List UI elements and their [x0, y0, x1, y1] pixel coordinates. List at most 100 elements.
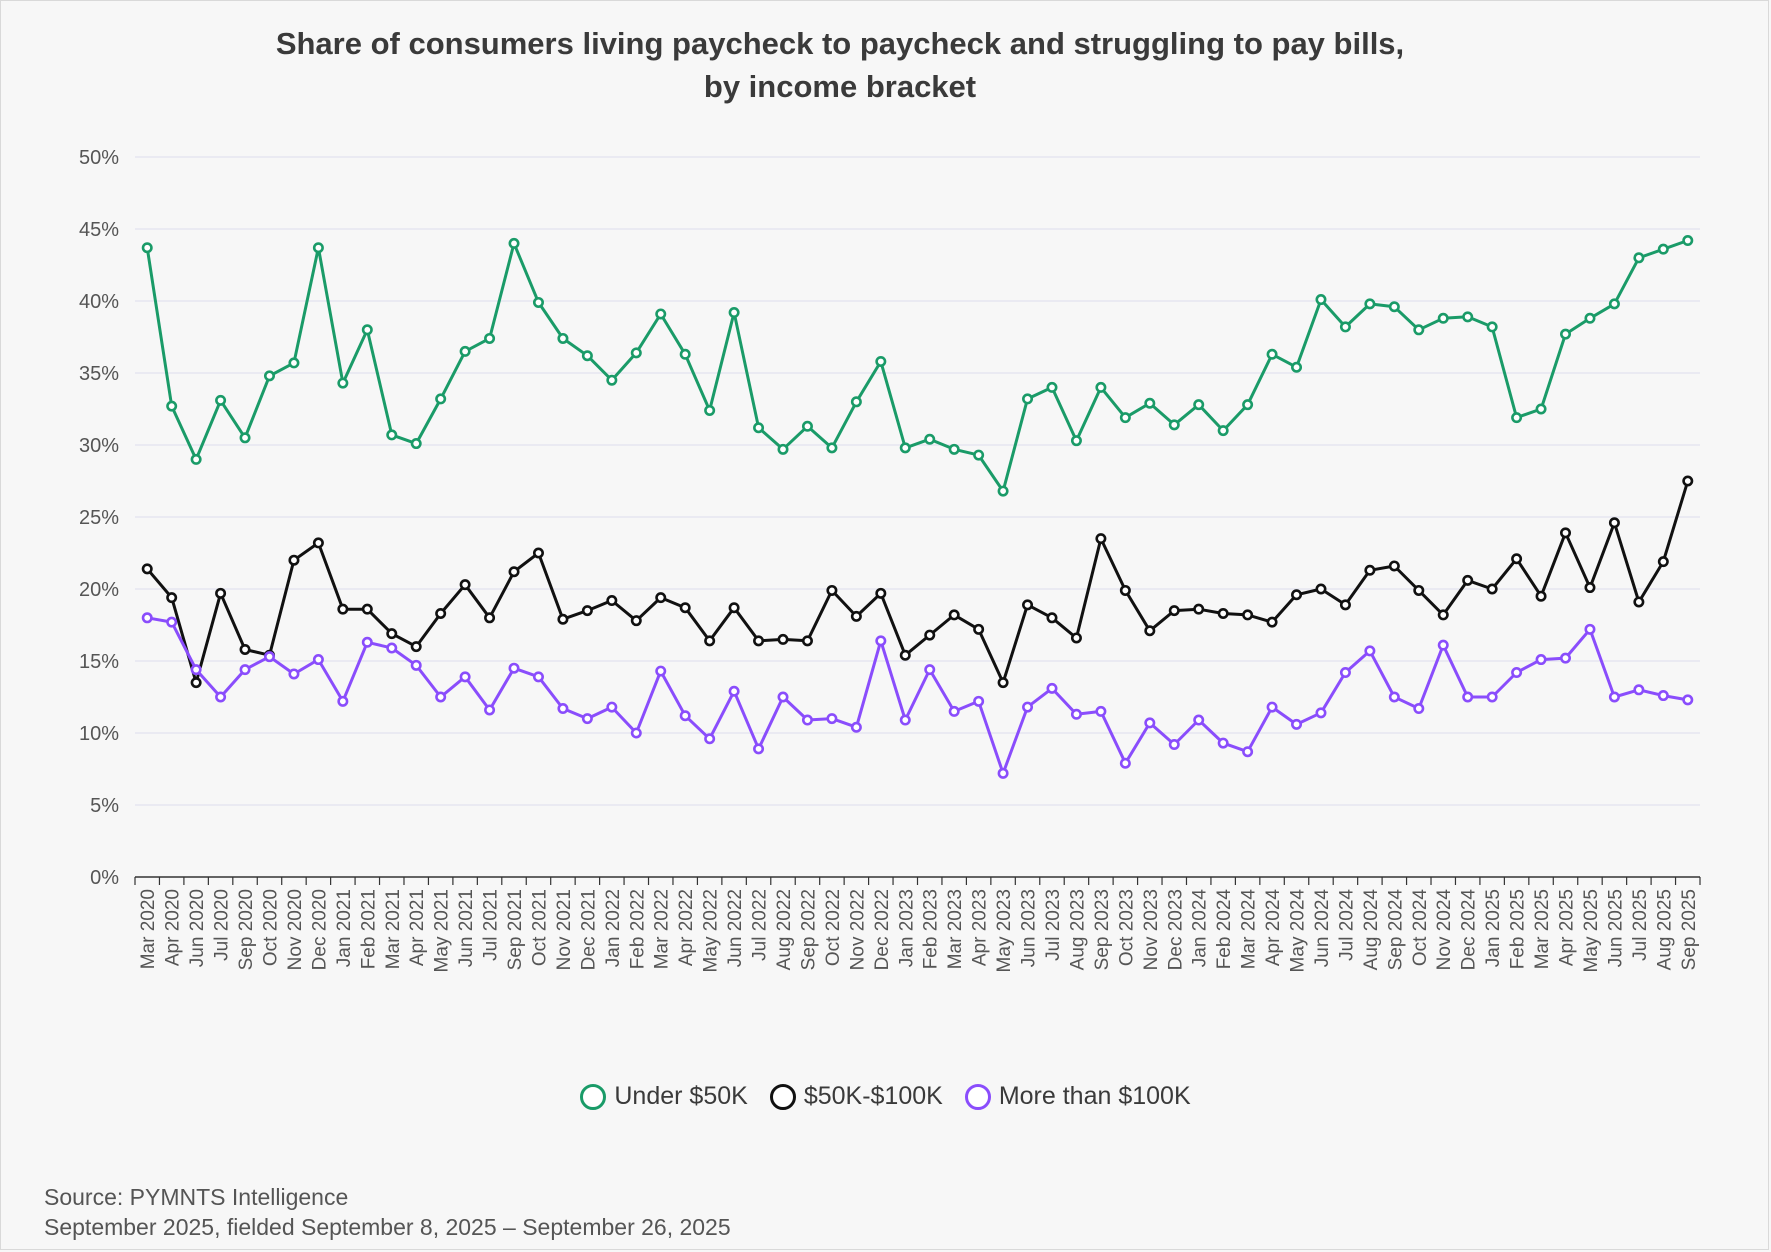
data-point[interactable]: [948, 705, 960, 717]
data-point[interactable]: [1462, 691, 1474, 703]
data-point[interactable]: [1046, 682, 1058, 694]
data-point[interactable]: [484, 612, 496, 624]
data-point[interactable]: [557, 332, 569, 344]
data-point[interactable]: [1462, 311, 1474, 323]
data-point[interactable]: [410, 659, 422, 671]
data-point[interactable]: [166, 616, 178, 628]
data-point[interactable]: [581, 713, 593, 725]
data-point[interactable]: [777, 691, 789, 703]
data-point[interactable]: [361, 636, 373, 648]
data-point[interactable]: [1291, 589, 1303, 601]
data-point[interactable]: [1486, 583, 1498, 595]
data-point[interactable]: [777, 443, 789, 455]
data-point[interactable]: [1119, 412, 1131, 424]
data-point[interactable]: [1633, 596, 1645, 608]
data-point[interactable]: [532, 547, 544, 559]
data-point[interactable]: [1242, 399, 1254, 411]
data-point[interactable]: [484, 704, 496, 716]
data-point[interactable]: [1413, 324, 1425, 336]
data-point[interactable]: [166, 592, 178, 604]
data-point[interactable]: [1168, 605, 1180, 617]
data-point[interactable]: [1144, 717, 1156, 729]
data-point[interactable]: [1095, 705, 1107, 717]
data-point[interactable]: [1266, 616, 1278, 628]
data-point[interactable]: [704, 733, 716, 745]
data-point[interactable]: [753, 635, 765, 647]
data-point[interactable]: [728, 685, 740, 697]
data-point[interactable]: [484, 332, 496, 344]
data-point[interactable]: [801, 714, 813, 726]
data-point[interactable]: [728, 602, 740, 614]
data-point[interactable]: [1168, 739, 1180, 751]
data-point[interactable]: [532, 671, 544, 683]
data-point[interactable]: [1291, 361, 1303, 373]
data-point[interactable]: [924, 629, 936, 641]
data-point[interactable]: [1022, 393, 1034, 405]
data-point[interactable]: [1070, 435, 1082, 447]
data-point[interactable]: [1266, 701, 1278, 713]
data-point[interactable]: [630, 615, 642, 627]
data-point[interactable]: [263, 370, 275, 382]
data-point[interactable]: [1388, 560, 1400, 572]
data-point[interactable]: [948, 443, 960, 455]
data-point[interactable]: [1511, 553, 1523, 565]
data-point[interactable]: [655, 665, 667, 677]
data-point[interactable]: [1070, 632, 1082, 644]
data-point[interactable]: [679, 602, 691, 614]
data-point[interactable]: [508, 662, 520, 674]
legend-item-over-100k[interactable]: More than $100K: [964, 1082, 1191, 1111]
data-point[interactable]: [1437, 639, 1449, 651]
data-point[interactable]: [337, 603, 349, 615]
data-point[interactable]: [1046, 612, 1058, 624]
data-point[interactable]: [1511, 667, 1523, 679]
data-point[interactable]: [875, 355, 887, 367]
data-point[interactable]: [1388, 691, 1400, 703]
data-point[interactable]: [141, 563, 153, 575]
data-point[interactable]: [899, 649, 911, 661]
data-point[interactable]: [1560, 652, 1572, 664]
data-point[interactable]: [728, 307, 740, 319]
data-point[interactable]: [606, 595, 618, 607]
data-point[interactable]: [1315, 583, 1327, 595]
data-point[interactable]: [875, 635, 887, 647]
data-point[interactable]: [1119, 584, 1131, 596]
data-point[interactable]: [263, 651, 275, 663]
data-point[interactable]: [1608, 298, 1620, 310]
data-point[interactable]: [1486, 321, 1498, 333]
data-point[interactable]: [1119, 757, 1131, 769]
data-point[interactable]: [312, 537, 324, 549]
data-point[interactable]: [386, 429, 398, 441]
data-point[interactable]: [581, 350, 593, 362]
data-point[interactable]: [288, 668, 300, 680]
data-point[interactable]: [1560, 527, 1572, 539]
data-point[interactable]: [801, 420, 813, 432]
data-point[interactable]: [704, 635, 716, 647]
data-point[interactable]: [1291, 718, 1303, 730]
data-point[interactable]: [190, 664, 202, 676]
data-point[interactable]: [826, 442, 838, 454]
data-point[interactable]: [1364, 298, 1376, 310]
data-point[interactable]: [899, 442, 911, 454]
data-point[interactable]: [924, 664, 936, 676]
data-point[interactable]: [1535, 590, 1547, 602]
data-point[interactable]: [1608, 517, 1620, 529]
data-point[interactable]: [606, 374, 618, 386]
data-point[interactable]: [630, 347, 642, 359]
data-point[interactable]: [997, 767, 1009, 779]
data-point[interactable]: [1339, 667, 1351, 679]
data-point[interactable]: [337, 695, 349, 707]
data-point[interactable]: [410, 438, 422, 450]
data-point[interactable]: [1217, 737, 1229, 749]
data-point[interactable]: [435, 691, 447, 703]
data-point[interactable]: [753, 422, 765, 434]
data-point[interactable]: [679, 348, 691, 360]
data-point[interactable]: [655, 592, 667, 604]
data-point[interactable]: [361, 324, 373, 336]
data-point[interactable]: [1608, 691, 1620, 703]
data-point[interactable]: [508, 566, 520, 578]
data-point[interactable]: [435, 607, 447, 619]
data-point[interactable]: [1535, 403, 1547, 415]
data-point[interactable]: [1584, 312, 1596, 324]
data-point[interactable]: [239, 432, 251, 444]
data-point[interactable]: [1437, 609, 1449, 621]
